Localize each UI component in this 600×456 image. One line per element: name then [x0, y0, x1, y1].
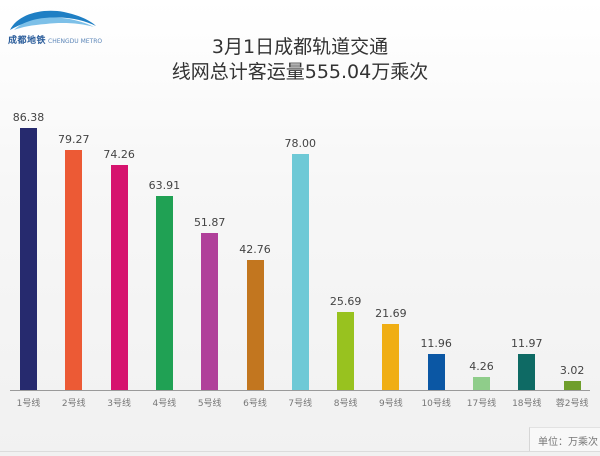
x-tick-label: 8号线: [333, 399, 358, 409]
chart-title-line1: 3月1日成都轨道交通: [211, 36, 389, 58]
bar-5: [201, 232, 219, 390]
bar-value-label: 63.91: [148, 179, 181, 193]
bar-value-label: 79.27: [58, 132, 90, 146]
bar-3: [110, 164, 128, 390]
unit-label: 单位：万乘次: [538, 437, 598, 448]
bar-9: [382, 324, 400, 390]
x-tick-label: 9号线: [379, 399, 403, 409]
bar-7: [291, 153, 309, 390]
x-tick-label: 18号线: [512, 399, 542, 409]
bar-value-label: 11.97: [511, 336, 543, 350]
logo-text-en: CHENGDU METRO: [48, 38, 103, 45]
x-tick-label: 蓉2号线: [555, 399, 589, 409]
chart-title-line2: 线网总计客运量555.04万乘次: [171, 61, 429, 83]
bar-10: [427, 353, 445, 390]
bar-value-label: 11.96: [420, 336, 452, 350]
x-tick-label: 3号线: [107, 399, 131, 409]
x-axis-line: [10, 390, 590, 391]
x-tick-label: 10号线: [421, 399, 451, 409]
logo-text-cn: 成都地铁: [8, 36, 47, 46]
bar-value-label: 74.26: [103, 147, 135, 161]
bar-value-label: 42.76: [239, 243, 271, 257]
metro-logo: 成都地铁 CHENGDU METRO: [4, 6, 102, 46]
bar-2: [65, 149, 83, 390]
x-tick-label: 2号线: [61, 399, 86, 409]
logo-swoosh-icon: [10, 10, 96, 30]
x-tick-label: 1号线: [16, 399, 41, 409]
bottom-divider: [0, 451, 600, 452]
bar-6: [246, 260, 264, 390]
bar-value-label: 78.00: [284, 136, 317, 150]
x-tick-label: 7号线: [288, 399, 313, 409]
bar-value-label: 4.26: [469, 360, 494, 374]
bar-4: [155, 196, 173, 390]
x-tick-label: 6号线: [243, 399, 267, 409]
bar-value-label: 3.02: [559, 363, 585, 377]
bar-value-label: 51.87: [193, 215, 226, 229]
bar-1: [20, 128, 37, 390]
bar-value-label: 21.69: [375, 307, 407, 321]
unit-label-box: 单位：万乘次: [529, 427, 600, 452]
logo-text: 成都地铁 CHENGDU METRO: [8, 33, 102, 46]
x-tick-label: 5号线: [197, 399, 222, 409]
bar-value-label: 25.69: [329, 295, 362, 309]
bar-12: [518, 353, 536, 390]
bar-11: [473, 377, 490, 390]
bar-value-label: 86.38: [12, 111, 45, 125]
x-tick-label: 17号线: [466, 399, 497, 409]
x-tick-label: 4号线: [152, 399, 177, 409]
bar-13: [563, 380, 581, 390]
bar-8: [337, 312, 355, 390]
